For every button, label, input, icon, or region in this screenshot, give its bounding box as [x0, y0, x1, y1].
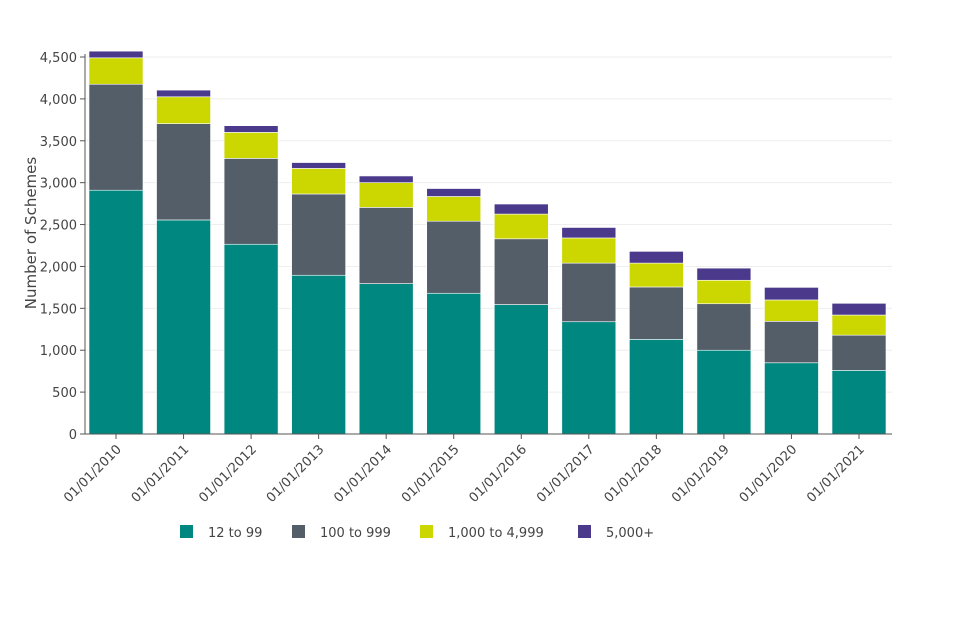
bar-segment — [426, 220, 482, 294]
legend-label: 100 to 999 — [320, 526, 391, 541]
y-tick-label: 500 — [52, 386, 77, 401]
bar-segment — [629, 262, 684, 288]
bar-segment — [291, 168, 346, 195]
bar-segment — [493, 304, 549, 435]
bar-segment — [764, 321, 819, 364]
bar-segment — [156, 89, 211, 98]
bar-segment — [223, 125, 279, 133]
bar-segment — [223, 243, 279, 435]
x-tick-label: 01/01/2015 — [399, 442, 463, 506]
bar-segment — [88, 189, 144, 435]
bar-segment — [223, 158, 279, 245]
y-tick-label: 2,000 — [40, 260, 77, 275]
bar-segment — [156, 123, 211, 221]
y-tick-label: 3,500 — [40, 135, 77, 150]
bar-segment — [629, 339, 684, 435]
bar-segment — [358, 283, 414, 435]
bar-segment — [358, 175, 414, 183]
x-tick-label: 01/01/2012 — [196, 442, 260, 506]
x-tick-label: 01/01/2016 — [467, 442, 531, 506]
legend-label: 5,000+ — [606, 526, 654, 541]
bar-segment — [696, 349, 752, 435]
bar-segment — [223, 132, 279, 159]
bar-segment — [561, 227, 617, 239]
legend-label: 12 to 99 — [208, 526, 262, 541]
bar-segment — [831, 314, 887, 336]
bar-segment — [831, 334, 887, 371]
x-tick-label: 01/01/2019 — [669, 442, 733, 506]
y-tick-label: 3,000 — [40, 177, 77, 192]
gridlines — [85, 56, 892, 393]
bar-segment — [426, 196, 482, 222]
bar-segment — [291, 193, 346, 276]
bar-segment — [831, 303, 887, 316]
bar-segment — [88, 50, 144, 59]
bar-segment — [426, 188, 482, 197]
legend-swatch — [180, 525, 193, 538]
bar-segment — [493, 213, 549, 240]
bar-segment — [629, 286, 684, 340]
bar-segment — [493, 203, 549, 215]
bar-segment — [696, 279, 752, 305]
bar-segment — [831, 370, 887, 435]
bar-segment — [156, 96, 211, 124]
x-tick-label: 01/01/2013 — [264, 442, 328, 506]
x-tick-label: 01/01/2021 — [804, 442, 868, 506]
bar-segment — [426, 292, 482, 435]
y-tick-label: 1,000 — [40, 344, 77, 359]
bar-segment — [493, 238, 549, 305]
bar-segment — [88, 57, 144, 85]
bar-segment — [561, 237, 617, 264]
bar-segment — [291, 162, 346, 169]
bar-segment — [358, 207, 414, 284]
y-axis-title: Number of Schemes — [22, 157, 40, 310]
x-tick-label: 01/01/2014 — [331, 442, 395, 506]
legend: 12 to 99 100 to 999 1,000 to 4,999 5,000+ — [180, 525, 654, 541]
bar-segment — [561, 262, 617, 323]
x-tick-label: 01/01/2018 — [602, 442, 666, 506]
bar-segment — [696, 267, 752, 281]
bar-segment — [764, 287, 819, 301]
bar-segment — [291, 274, 346, 435]
y-tick-label: 1,500 — [40, 302, 77, 317]
x-tick-label: 01/01/2011 — [129, 442, 193, 506]
bar-segment — [696, 303, 752, 351]
legend-swatch — [420, 525, 433, 538]
y-tick-label: 4,000 — [40, 93, 77, 108]
bar-segment — [629, 251, 684, 264]
bar-segment — [156, 219, 211, 435]
bar-segment — [764, 299, 819, 322]
bar-segment — [764, 362, 819, 435]
bars — [88, 50, 887, 435]
x-tick-label: 01/01/2017 — [534, 442, 598, 506]
y-tick-label: 4,500 — [40, 51, 77, 66]
legend-swatch — [292, 525, 305, 538]
y-tick-label: 2,500 — [40, 219, 77, 234]
bar-segment — [88, 83, 144, 191]
x-tick-label: 01/01/2020 — [737, 442, 801, 506]
x-tick-label: 01/01/2010 — [61, 442, 125, 506]
bar-segment — [561, 321, 617, 435]
legend-swatch — [578, 525, 591, 538]
legend-label: 1,000 to 4,999 — [448, 526, 544, 541]
y-tick-label: 0 — [69, 428, 77, 443]
bar-segment — [358, 182, 414, 208]
